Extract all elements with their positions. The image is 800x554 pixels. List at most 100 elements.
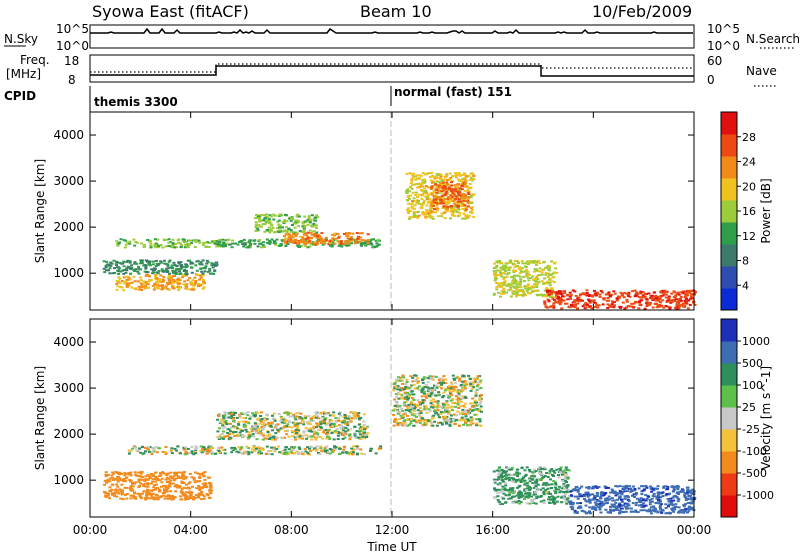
range-cell	[308, 229, 312, 232]
range-cell	[562, 491, 566, 494]
range-cell	[330, 240, 334, 242]
range-cell	[449, 420, 453, 423]
range-cell	[441, 186, 445, 189]
range-cell	[470, 385, 474, 388]
range-cell	[200, 487, 204, 490]
range-cell	[206, 493, 210, 496]
range-cell	[370, 238, 374, 241]
range-cell	[123, 474, 127, 477]
range-cell	[116, 471, 119, 474]
range-cell	[421, 401, 425, 404]
range-cell	[247, 241, 251, 244]
range-cell	[182, 448, 186, 451]
range-cell	[275, 238, 279, 241]
range-cell	[123, 471, 127, 474]
range-cell	[176, 477, 180, 480]
range-cell	[248, 417, 252, 420]
range-cell	[618, 509, 622, 512]
range-cell	[502, 480, 506, 483]
range-cell	[410, 400, 414, 403]
range-cell	[548, 277, 552, 280]
range-cell	[504, 262, 508, 265]
range-cell	[110, 477, 114, 479]
range-cell	[440, 195, 444, 198]
range-cell	[498, 466, 501, 469]
range-cell	[129, 474, 133, 477]
range-cell	[275, 436, 279, 439]
range-cell	[640, 493, 644, 496]
range-cell	[144, 498, 148, 501]
range-cell	[513, 259, 517, 262]
range-cell	[151, 480, 155, 483]
range-cell	[658, 301, 662, 304]
range-cell	[233, 446, 236, 449]
range-cell	[400, 407, 404, 410]
range-cell	[285, 451, 289, 454]
range-cell	[431, 204, 435, 207]
range-cell	[545, 491, 549, 494]
range-cell	[208, 449, 212, 452]
range-cell	[238, 414, 242, 417]
range-cell	[674, 298, 678, 301]
range-cell	[410, 179, 414, 182]
range-cell	[346, 417, 350, 420]
range-cell	[154, 471, 158, 474]
range-cell	[520, 267, 524, 270]
range-cell	[273, 438, 277, 441]
range-cell	[455, 204, 459, 207]
range-cell	[421, 194, 424, 197]
range-cell	[502, 290, 505, 293]
range-cell	[328, 424, 332, 427]
range-cell	[551, 474, 554, 476]
range-cell	[142, 264, 146, 267]
range-cell	[137, 265, 140, 268]
range-cell	[278, 229, 282, 232]
range-cell	[334, 237, 338, 240]
range-cell	[410, 413, 414, 416]
range-cell	[531, 290, 535, 293]
range-cell	[338, 447, 342, 450]
range-cell	[110, 492, 114, 495]
range-cell	[578, 487, 582, 490]
range-cell	[113, 272, 117, 274]
range-cell	[555, 500, 559, 503]
range-cell	[525, 272, 529, 275]
range-cell	[103, 271, 107, 274]
range-cell	[479, 405, 483, 408]
range-cell	[122, 269, 126, 271]
range-cell	[462, 417, 466, 420]
range-cell	[467, 175, 471, 177]
range-cell	[498, 501, 502, 504]
range-cell	[353, 417, 357, 420]
range-cell	[521, 289, 525, 292]
range-cell	[596, 495, 599, 497]
range-cell	[154, 275, 157, 278]
range-cell	[435, 424, 439, 427]
range-cell	[169, 449, 173, 452]
range-cell	[129, 278, 133, 281]
range-cell	[346, 424, 350, 427]
range-cell	[563, 487, 567, 490]
range-cell	[331, 414, 335, 417]
range-cell	[411, 176, 415, 179]
range-cell	[596, 306, 600, 309]
range-cell	[453, 203, 457, 206]
range-cell	[194, 445, 198, 448]
range-cell	[622, 490, 626, 493]
range-cell	[509, 295, 513, 298]
range-cell	[298, 230, 302, 233]
range-cell	[414, 194, 418, 196]
range-cell	[440, 215, 444, 218]
range-cell	[184, 240, 188, 243]
range-cell	[506, 261, 510, 264]
range-cell	[523, 489, 527, 492]
range-cell	[449, 388, 453, 391]
range-cell	[168, 275, 172, 277]
range-cell	[257, 217, 261, 220]
range-cell	[165, 474, 169, 477]
range-cell	[144, 475, 148, 478]
range-cell	[527, 279, 531, 282]
range-cell	[216, 430, 220, 433]
range-cell	[150, 453, 154, 455]
